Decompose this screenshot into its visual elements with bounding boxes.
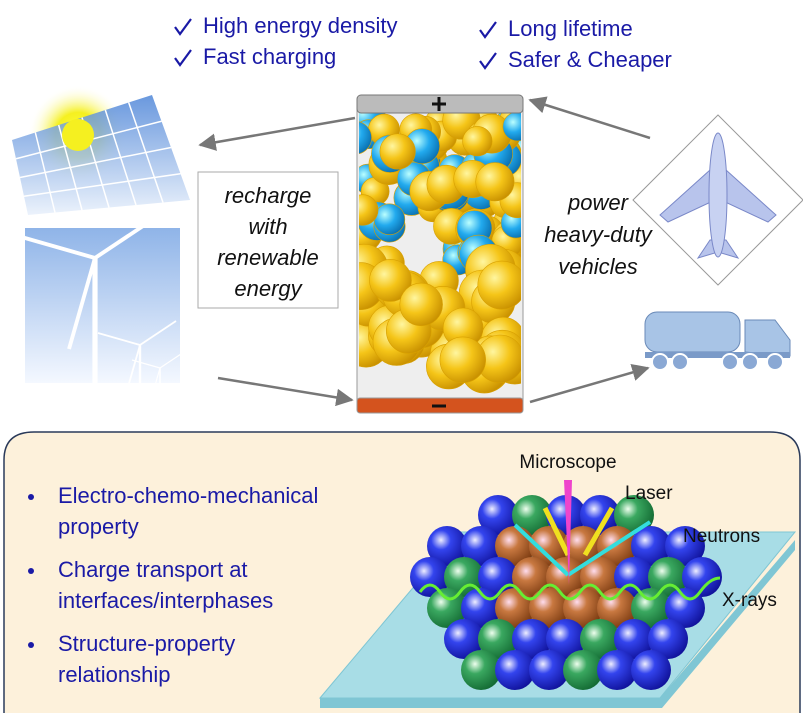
property-text: Charge transport at xyxy=(58,557,248,582)
particle xyxy=(478,261,526,309)
bullet xyxy=(28,494,34,500)
recharge-text: renewable xyxy=(217,245,319,270)
particle xyxy=(347,195,378,226)
checkmark xyxy=(480,22,496,37)
property-text: relationship xyxy=(58,662,171,687)
particle xyxy=(339,121,372,154)
particle xyxy=(503,112,532,141)
vehicles-text: heavy-duty xyxy=(544,222,654,247)
truck-wheel xyxy=(652,354,668,370)
particle xyxy=(463,126,493,156)
diagram: High energy density Fast charging Long lif… xyxy=(0,0,803,713)
property-text: Structure-property xyxy=(58,631,235,656)
truck-wheel xyxy=(722,354,738,370)
truck-wheel xyxy=(672,354,688,370)
bullet xyxy=(28,568,34,574)
probe-label: Microscope xyxy=(519,452,616,473)
probe-label: Neutrons xyxy=(683,526,760,547)
property-text: interfaces/interphases xyxy=(58,588,273,613)
truck-wheel xyxy=(767,354,783,370)
arrow xyxy=(530,100,650,138)
sun xyxy=(62,119,94,151)
recharge-text: recharge xyxy=(225,183,312,208)
particle xyxy=(440,337,486,383)
particle xyxy=(400,283,443,326)
truck-wheel xyxy=(742,354,758,370)
arrow xyxy=(218,378,352,400)
particle xyxy=(380,134,415,169)
vehicles-text: vehicles xyxy=(558,254,637,279)
atom xyxy=(631,650,671,690)
particle xyxy=(476,163,514,201)
arrow xyxy=(530,368,648,402)
benefit: High energy density xyxy=(203,13,397,38)
truck-cab xyxy=(745,320,790,356)
page: {"benefits": ["High energy density", "Fa… xyxy=(0,0,803,713)
recharge-text: with xyxy=(248,214,287,239)
benefit: Safer & Cheaper xyxy=(508,47,672,72)
arrow xyxy=(200,118,355,145)
truck-tank xyxy=(645,312,740,352)
bullet xyxy=(28,642,34,648)
particle xyxy=(374,204,405,235)
checkmark xyxy=(175,50,191,65)
property-text: Electro-chemo-mechanical xyxy=(58,483,318,508)
probe-label: Laser xyxy=(625,483,673,504)
benefit: Fast charging xyxy=(203,44,336,69)
plane-body xyxy=(709,133,727,257)
benefit: Long lifetime xyxy=(508,16,633,41)
checkmark xyxy=(175,19,191,34)
probe-label: X-rays xyxy=(722,590,777,611)
checkmark xyxy=(480,53,496,68)
vehicles-text: power xyxy=(567,190,630,215)
property-text: property xyxy=(58,514,139,539)
recharge-text: energy xyxy=(234,276,303,301)
